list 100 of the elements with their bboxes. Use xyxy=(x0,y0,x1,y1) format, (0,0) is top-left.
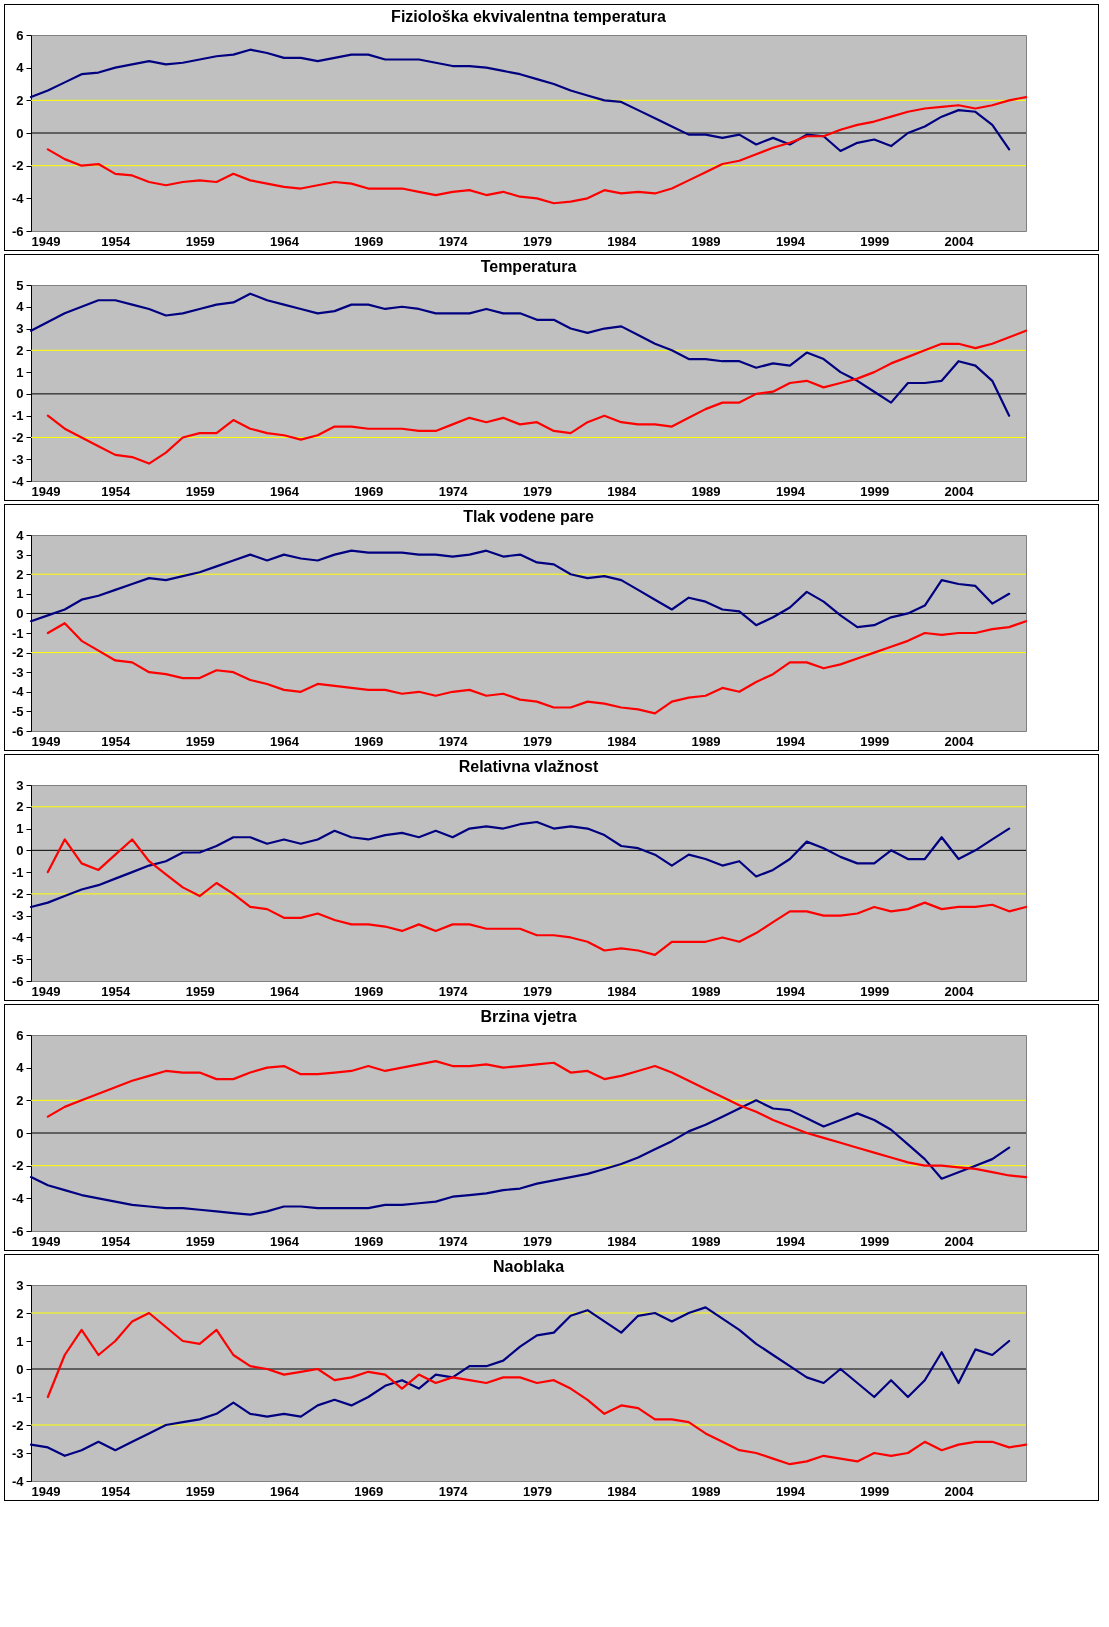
x-tick-label: 1969 xyxy=(354,1483,384,1499)
x-tick-label: 2004 xyxy=(944,733,975,749)
y-tick-label: 3 xyxy=(16,777,24,793)
x-tick-label: 2004 xyxy=(944,1483,975,1499)
x-tick-label: 1984 xyxy=(607,483,637,499)
y-tick-label: 1 xyxy=(16,821,24,837)
x-tick-label: 1974 xyxy=(438,483,469,499)
x-tick-label: 1964 xyxy=(270,1483,300,1499)
x-tick-label: 1989 xyxy=(691,483,721,499)
y-tick-label: -2 xyxy=(11,429,24,445)
x-tick-label: 1964 xyxy=(270,733,300,749)
y-tick-label: 1 xyxy=(16,1333,24,1349)
x-tick-label: 1999 xyxy=(860,983,890,999)
y-tick-label: 0 xyxy=(16,386,24,402)
x-tick-label: 1949 xyxy=(31,233,61,249)
x-tick-label: 1954 xyxy=(101,983,132,999)
chart-title: Naoblaka xyxy=(492,1258,565,1275)
y-tick-label: -2 xyxy=(11,1417,24,1433)
y-tick-label: 5 xyxy=(16,277,24,293)
y-tick-label: 2 xyxy=(16,566,24,582)
x-tick-label: 2004 xyxy=(944,483,975,499)
x-tick-label: 1959 xyxy=(185,483,215,499)
y-tick-label: -1 xyxy=(11,408,24,424)
x-tick-label: 1979 xyxy=(522,733,552,749)
x-tick-label: 1979 xyxy=(522,233,552,249)
chart-title: Relativna vlažnost xyxy=(458,758,599,775)
x-tick-label: 2004 xyxy=(944,233,975,249)
chart-title: Fiziološka ekvivalentna temperatura xyxy=(391,8,666,25)
x-tick-label: 1959 xyxy=(185,1233,215,1249)
x-tick-label: 1949 xyxy=(31,1483,61,1499)
x-tick-label: 2004 xyxy=(944,983,975,999)
x-tick-label: 1959 xyxy=(185,233,215,249)
x-tick-label: 1979 xyxy=(522,483,552,499)
y-tick-label: 1 xyxy=(16,586,24,602)
y-tick-label: 0 xyxy=(16,125,24,141)
y-tick-label: 4 xyxy=(16,299,25,315)
x-tick-label: 1954 xyxy=(101,733,132,749)
x-tick-label: 1999 xyxy=(860,1233,890,1249)
x-tick-label: 1994 xyxy=(775,233,806,249)
y-tick-label: -3 xyxy=(11,451,24,467)
x-tick-label: 1954 xyxy=(101,233,132,249)
x-tick-label: 2004 xyxy=(944,1233,975,1249)
y-tick-label: -4 xyxy=(11,684,25,700)
y-tick-label: 3 xyxy=(16,1277,24,1293)
y-tick-label: 2 xyxy=(16,799,24,815)
y-tick-label: -6 xyxy=(11,723,24,739)
x-tick-label: 1959 xyxy=(185,983,215,999)
x-tick-label: 1969 xyxy=(354,1233,384,1249)
y-tick-label: -6 xyxy=(11,973,24,989)
x-tick-label: 1954 xyxy=(101,1233,132,1249)
y-tick-label: 4 xyxy=(16,527,25,543)
y-tick-label: 6 xyxy=(16,1027,24,1043)
chart-title: Temperatura xyxy=(480,258,577,275)
x-tick-label: 1989 xyxy=(691,983,721,999)
x-tick-label: 1989 xyxy=(691,1233,721,1249)
x-tick-label: 1974 xyxy=(438,233,469,249)
y-tick-label: 0 xyxy=(16,1361,24,1377)
x-tick-label: 1989 xyxy=(691,1483,721,1499)
x-tick-label: 1984 xyxy=(607,1233,637,1249)
chart-title: Brzina vjetra xyxy=(480,1008,577,1025)
x-tick-label: 1999 xyxy=(860,233,890,249)
x-tick-label: 1964 xyxy=(270,233,300,249)
y-tick-label: -5 xyxy=(11,703,24,719)
y-tick-label: -6 xyxy=(11,223,24,239)
y-tick-label: -3 xyxy=(11,1445,24,1461)
x-tick-label: 1994 xyxy=(775,1483,806,1499)
x-tick-label: 1984 xyxy=(607,1483,637,1499)
x-tick-label: 1994 xyxy=(775,483,806,499)
x-tick-label: 1959 xyxy=(185,1483,215,1499)
y-tick-label: -4 xyxy=(11,1190,25,1206)
x-tick-label: 1974 xyxy=(438,1233,469,1249)
y-tick-label: -1 xyxy=(11,625,24,641)
x-tick-label: 1999 xyxy=(860,483,890,499)
y-tick-label: -4 xyxy=(11,473,25,489)
y-tick-label: 0 xyxy=(16,1125,24,1141)
y-tick-label: 4 xyxy=(16,1060,25,1076)
x-tick-label: 1969 xyxy=(354,733,384,749)
y-tick-label: -2 xyxy=(11,1158,24,1174)
y-tick-label: -4 xyxy=(11,929,25,945)
y-tick-label: -4 xyxy=(11,190,25,206)
x-tick-label: 1974 xyxy=(438,983,469,999)
x-tick-label: 1949 xyxy=(31,733,61,749)
x-tick-label: 1989 xyxy=(691,233,721,249)
y-tick-label: -1 xyxy=(11,864,24,880)
y-tick-label: -1 xyxy=(11,1389,24,1405)
y-tick-label: 3 xyxy=(16,321,24,337)
y-tick-label: 2 xyxy=(16,342,24,358)
y-tick-label: 2 xyxy=(16,1092,24,1108)
x-tick-label: 1949 xyxy=(31,483,61,499)
x-tick-label: 1994 xyxy=(775,733,806,749)
y-tick-label: 6 xyxy=(16,27,24,43)
x-tick-label: 1974 xyxy=(438,1483,469,1499)
x-tick-label: 1969 xyxy=(354,233,384,249)
y-tick-label: -5 xyxy=(11,951,24,967)
x-tick-label: 1969 xyxy=(354,483,384,499)
x-tick-label: 1949 xyxy=(31,983,61,999)
y-tick-label: 1 xyxy=(16,364,24,380)
x-tick-label: 1979 xyxy=(522,1233,552,1249)
x-tick-label: 1994 xyxy=(775,983,806,999)
x-tick-label: 1994 xyxy=(775,1233,806,1249)
